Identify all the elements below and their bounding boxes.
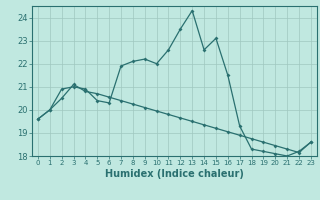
- X-axis label: Humidex (Indice chaleur): Humidex (Indice chaleur): [105, 169, 244, 179]
